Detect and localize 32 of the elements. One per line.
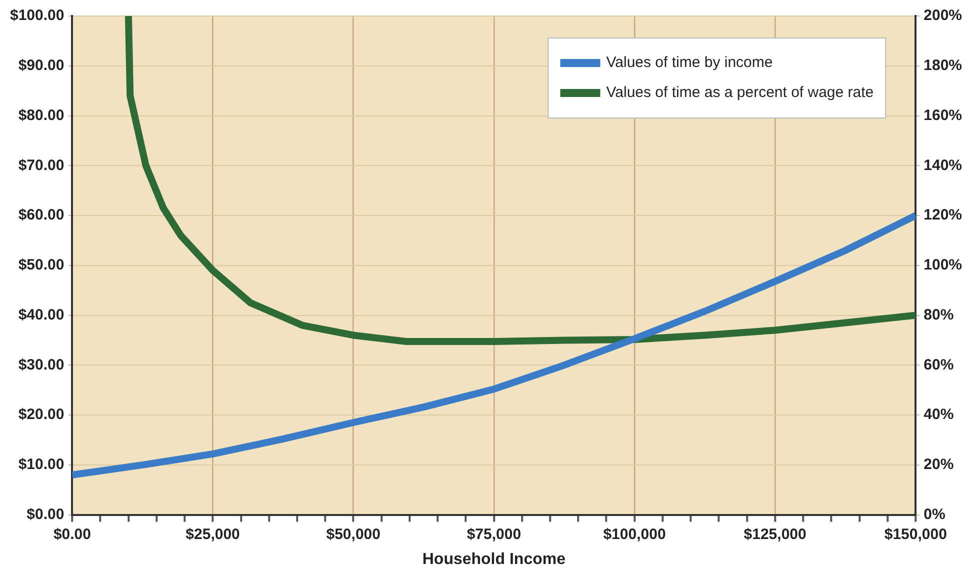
y-tick-label: $0.00 [26, 506, 64, 523]
y-tick-label: $10.00 [18, 456, 64, 474]
y2-tick-label: 100% [924, 256, 962, 274]
x-tick-label: $150,000 [884, 526, 947, 543]
y-tick-label: $40.00 [18, 306, 64, 324]
y2-tick-label: 0% [924, 506, 946, 523]
y-tick-label: $80.00 [18, 106, 64, 124]
x-tick-label: $50,000 [326, 526, 380, 543]
y2-tick-label: 200% [924, 7, 962, 24]
y2-tick-label: 40% [924, 406, 954, 424]
x-tick-label: $25,000 [186, 526, 240, 543]
x-tick-label: $100,000 [603, 526, 666, 543]
legend-label: Values of time as a percent of wage rate [606, 84, 874, 102]
x-axis-title: Household Income [422, 550, 566, 568]
legend-label: Values of time by income [606, 54, 773, 72]
y-tick-label: $60.00 [18, 206, 64, 224]
y2-tick-label: 20% [924, 456, 954, 474]
x-tick-label: $75,000 [466, 526, 522, 543]
y2-tick-label: 80% [924, 306, 954, 324]
x-tick-label: $0.00 [53, 526, 91, 543]
y2-tick-label: 140% [924, 156, 962, 174]
y-tick-label: $50.00 [18, 256, 64, 274]
y-tick-label: $20.00 [18, 406, 64, 424]
y-tick-label: $30.00 [18, 356, 64, 374]
x-tick-label: $125,000 [744, 526, 806, 543]
y-tick-label: $70.00 [18, 156, 64, 174]
y2-tick-label: 180% [924, 57, 962, 74]
y-tick-label: $100.00 [10, 7, 64, 24]
y2-tick-label: 120% [924, 206, 962, 224]
y2-tick-label: 60% [924, 356, 954, 374]
y2-tick-label: 160% [924, 106, 962, 124]
y-tick-label: $90.00 [18, 57, 64, 74]
